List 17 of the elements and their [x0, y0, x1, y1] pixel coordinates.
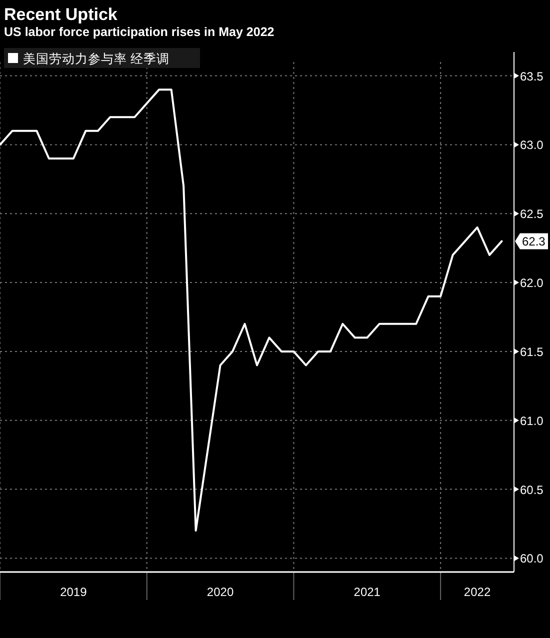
y-tick-label: 63.0	[520, 138, 544, 152]
y-tick-label: 62.5	[520, 207, 544, 222]
x-tick-label: 2022	[464, 585, 491, 599]
y-tick-label: 61.5	[520, 344, 544, 359]
y-tick-label: 61.0	[520, 414, 544, 428]
y-tick-label: 62.0	[520, 276, 544, 290]
chart-subtitle: US labor force participation rises in May 2022	[4, 25, 274, 39]
line-series	[0, 88, 503, 532]
chart-title: Recent Uptick	[4, 5, 118, 24]
legend-label: 美国劳动力参与率 经季调	[23, 51, 170, 66]
annotation: 62.3	[522, 234, 546, 249]
y-tick-label: 60.0	[520, 552, 544, 566]
y-tick-label: 63.5	[520, 69, 544, 84]
x-tick-label: 2021	[354, 585, 381, 599]
x-tick-label: 2019	[60, 585, 88, 599]
y-tick-label: 60.5	[520, 482, 544, 497]
x-tick-label: 2020	[206, 585, 234, 599]
